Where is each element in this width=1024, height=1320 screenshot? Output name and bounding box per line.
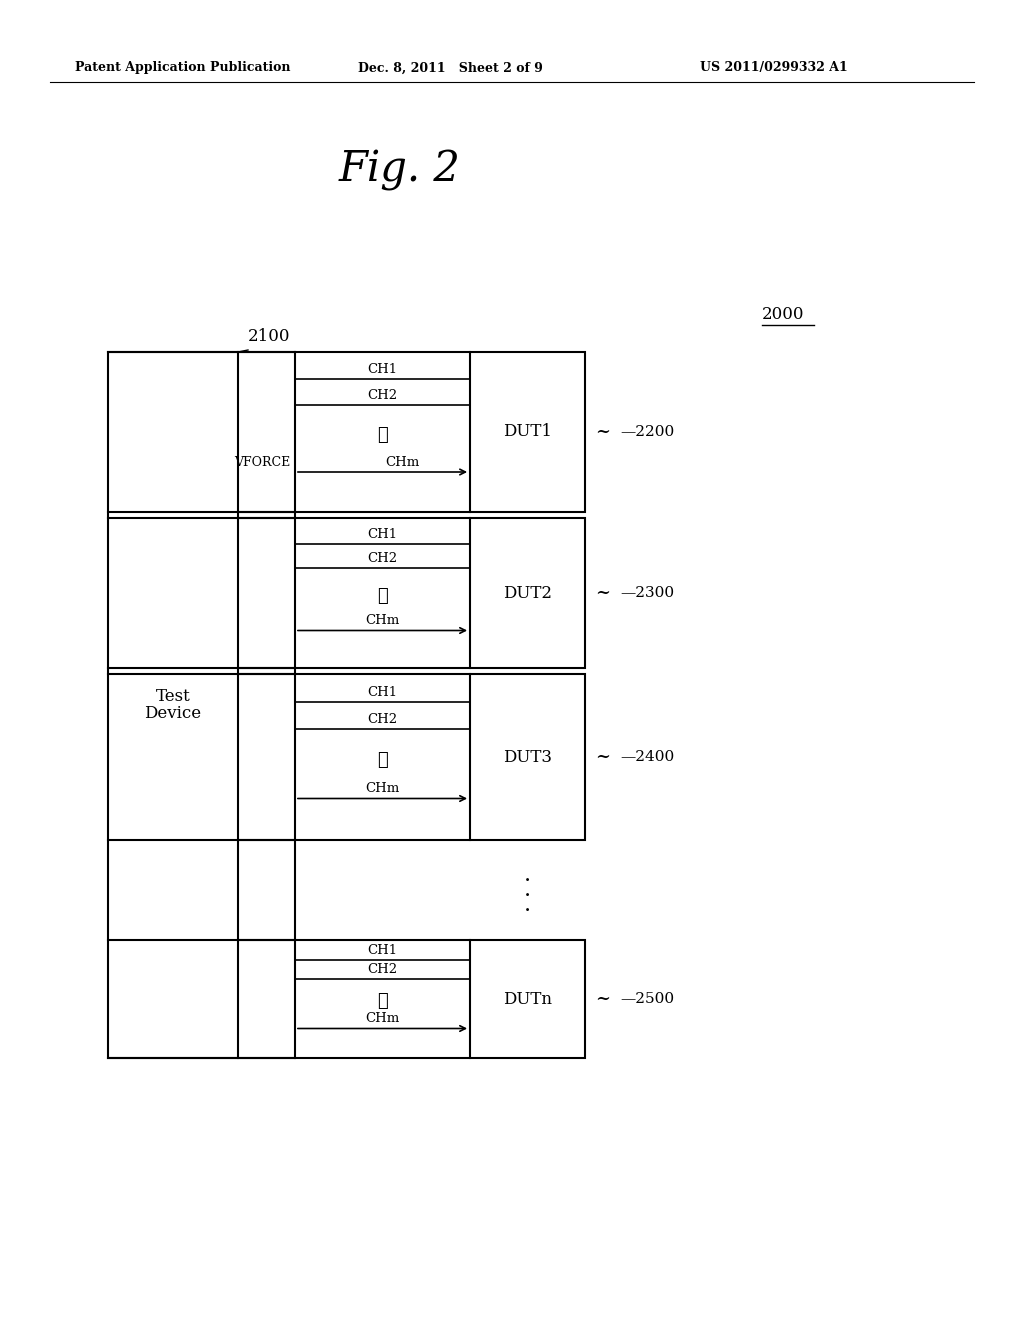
Text: .: . xyxy=(524,894,531,916)
Text: ⋮: ⋮ xyxy=(377,993,388,1010)
Text: CH1: CH1 xyxy=(368,686,397,700)
Bar xyxy=(470,352,585,512)
Text: CHm: CHm xyxy=(385,455,420,469)
Text: ⋮: ⋮ xyxy=(377,587,388,605)
Bar xyxy=(470,517,585,668)
Text: Dec. 8, 2011   Sheet 2 of 9: Dec. 8, 2011 Sheet 2 of 9 xyxy=(358,62,543,74)
Text: 2000: 2000 xyxy=(762,306,805,323)
Text: 2100: 2100 xyxy=(248,327,291,345)
Text: ~: ~ xyxy=(595,990,610,1008)
Text: DUT1: DUT1 xyxy=(503,424,552,441)
Text: Test: Test xyxy=(156,688,190,705)
Text: DUT2: DUT2 xyxy=(503,585,552,602)
Text: Device: Device xyxy=(144,705,202,722)
Text: —2200: —2200 xyxy=(620,425,674,440)
Text: CH1: CH1 xyxy=(368,363,397,376)
Text: Patent Application Publication: Patent Application Publication xyxy=(75,62,291,74)
Text: CH1: CH1 xyxy=(368,528,397,540)
Text: CH1: CH1 xyxy=(368,944,397,957)
Text: DUTn: DUTn xyxy=(503,990,552,1007)
Text: —2400: —2400 xyxy=(620,750,674,764)
Text: CH2: CH2 xyxy=(368,552,397,565)
Text: .: . xyxy=(524,865,531,886)
Text: ⋮: ⋮ xyxy=(377,426,388,445)
Text: ⋮: ⋮ xyxy=(377,751,388,770)
Text: .: . xyxy=(524,879,531,902)
Text: CH2: CH2 xyxy=(368,389,397,401)
Text: ~: ~ xyxy=(595,748,610,766)
Text: CHm: CHm xyxy=(366,615,399,627)
Text: CH2: CH2 xyxy=(368,964,397,975)
Text: ~: ~ xyxy=(595,583,610,602)
Text: CHm: CHm xyxy=(366,1012,399,1026)
Text: —2300: —2300 xyxy=(620,586,674,601)
Text: CH2: CH2 xyxy=(368,713,397,726)
Bar xyxy=(470,675,585,840)
Text: DUT3: DUT3 xyxy=(503,748,552,766)
Text: ~: ~ xyxy=(595,422,610,441)
Text: US 2011/0299332 A1: US 2011/0299332 A1 xyxy=(700,62,848,74)
Bar xyxy=(108,352,238,1059)
Text: VFORCE: VFORCE xyxy=(233,455,290,469)
Bar xyxy=(470,940,585,1059)
Text: —2500: —2500 xyxy=(620,993,674,1006)
Text: Fig. 2: Fig. 2 xyxy=(339,149,461,191)
Text: CHm: CHm xyxy=(366,783,399,796)
